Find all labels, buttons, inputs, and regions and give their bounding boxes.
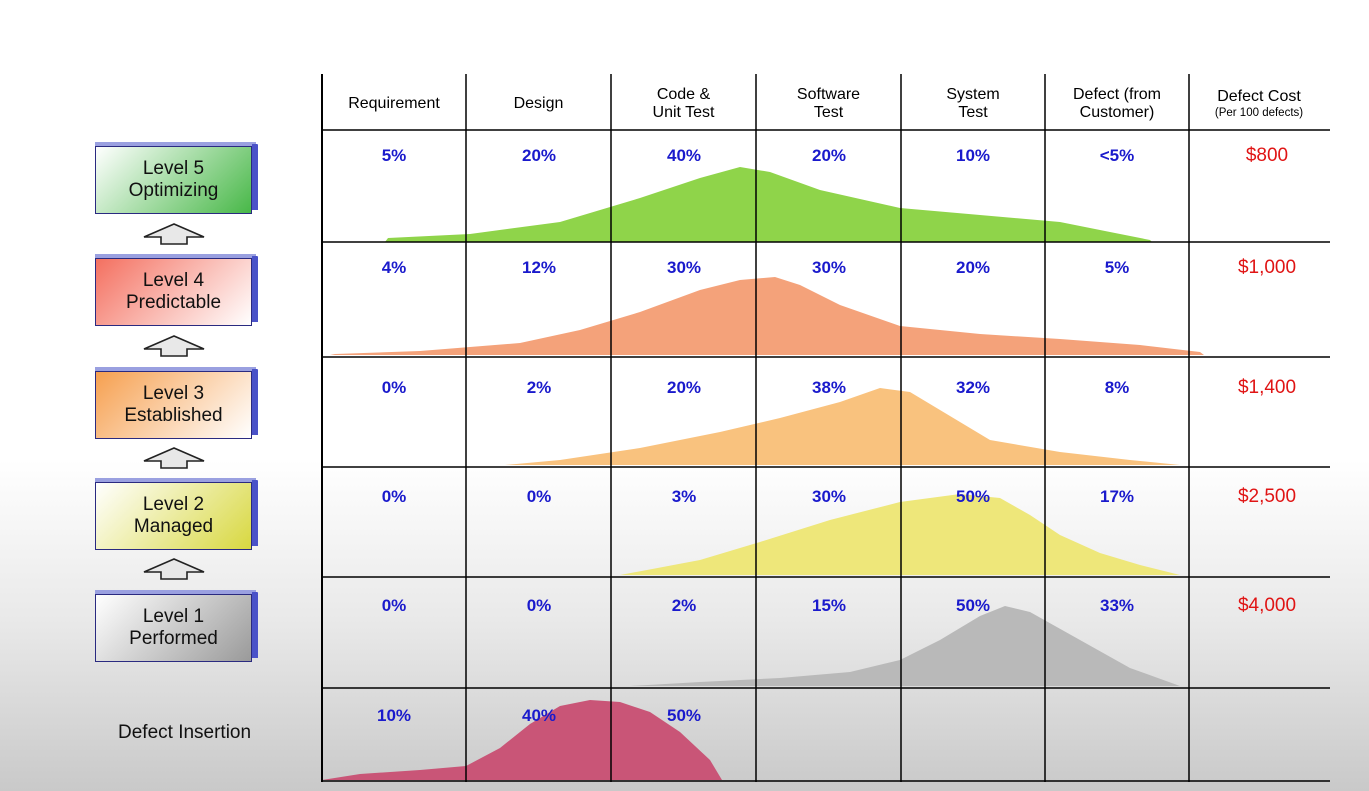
level2-box: Level 2 Managed [95,478,258,550]
col-header-design: Design [513,95,564,112]
level1-desc: Performed [129,628,218,649]
level5-desc: Optimizing [128,180,219,201]
level2-system-pct: 50% [955,487,991,506]
level2-name: Level 2 [142,494,205,515]
insertion-code-pct: 50% [666,706,702,725]
level3-desc: Established [124,405,223,426]
defect-insertion-label: Defect Insertion [118,722,252,743]
col-header-system-test: System Test [946,86,1000,121]
level3-cost: $1,400 [1237,377,1297,398]
level4-code-pct: 30% [666,258,702,277]
level1-system-pct: 50% [955,596,991,615]
distribution-curve [330,277,1204,355]
level4-design-pct: 12% [521,258,557,277]
level3-box: Level 3 Established [95,367,258,439]
level3-code-pct: 20% [666,378,702,397]
level1-name: Level 1 [142,606,205,627]
level1-design-pct: 0% [526,596,552,615]
distribution-curve [322,700,722,780]
insertion-requirement-pct: 10% [376,706,412,725]
distribution-curve [618,494,1182,575]
level5-design-pct: 20% [521,146,557,165]
level3-requirement-pct: 0% [381,378,407,397]
level3-design-pct: 2% [526,378,552,397]
up-arrow-icon [143,558,205,580]
level4-requirement-pct: 4% [381,258,407,277]
level2-software-pct: 30% [811,487,847,506]
level5-customer-pct: <5% [1099,146,1135,165]
up-arrow-icon [143,223,205,245]
level4-system-pct: 20% [955,258,991,277]
level1-software-pct: 15% [811,596,847,615]
level1-cost: $4,000 [1237,595,1297,616]
level4-name: Level 4 [142,270,205,291]
up-arrow-icon [143,335,205,357]
level1-box: Level 1 Performed [95,590,258,662]
level1-customer-pct: 33% [1099,596,1135,615]
distribution-curve [502,388,1182,465]
level3-software-pct: 38% [811,378,847,397]
level1-requirement-pct: 0% [381,596,407,615]
level4-software-pct: 30% [811,258,847,277]
level2-cost: $2,500 [1237,486,1297,507]
col-header-defect-cost: Defect Cost (Per 100 defects) [1214,88,1304,119]
level5-cost: $800 [1245,145,1289,166]
level2-desc: Managed [133,516,214,537]
level2-code-pct: 3% [671,487,697,506]
level4-cost: $1,000 [1237,257,1297,278]
level3-name: Level 3 [142,383,205,404]
level2-customer-pct: 17% [1099,487,1135,506]
level3-customer-pct: 8% [1104,378,1130,397]
level2-requirement-pct: 0% [381,487,407,506]
col-header-code-unit-test: Code & Unit Test [652,86,715,121]
level4-customer-pct: 5% [1104,258,1130,277]
insertion-design-pct: 40% [521,706,557,725]
col-header-defect-from-customer: Defect (from Customer) [1072,86,1161,121]
level4-box: Level 4 Predictable [95,254,258,326]
level5-name: Level 5 [142,158,205,179]
level3-system-pct: 32% [955,378,991,397]
col-header-requirement: Requirement [348,95,440,112]
level1-code-pct: 2% [671,596,697,615]
level4-desc: Predictable [125,292,222,313]
level5-software-pct: 20% [811,146,847,165]
distribution-curve [385,167,1152,242]
level5-system-pct: 10% [955,146,991,165]
level5-box: Level 5 Optimizing [95,142,258,214]
level2-design-pct: 0% [526,487,552,506]
level5-code-pct: 40% [666,146,702,165]
up-arrow-icon [143,447,205,469]
distribution-curve [628,606,1182,686]
level5-requirement-pct: 5% [381,146,407,165]
col-header-software-test: Software Test [796,86,861,121]
